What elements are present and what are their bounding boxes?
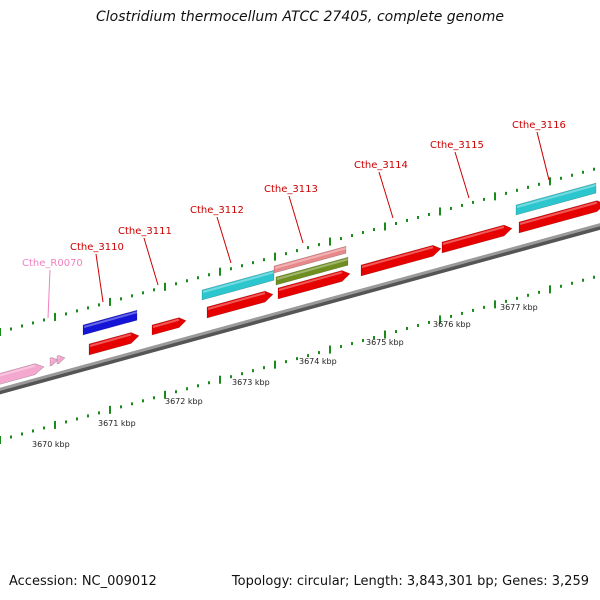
cds-cthe-3112	[206, 290, 274, 319]
cds-cthe-3112-shine	[207, 292, 266, 310]
gene-label: Cthe_3116	[512, 120, 566, 131]
scale-label: 3675 kbp	[366, 338, 404, 347]
cds-cthe-3110	[88, 332, 140, 356]
cds-cthe-3116	[518, 200, 600, 234]
gene-label: Cthe_R0070	[22, 258, 83, 269]
rna-tick-2	[56, 355, 66, 365]
cds-cthe-3111	[151, 317, 187, 336]
gene-leader-line	[288, 195, 304, 244]
rna-feature	[0, 363, 45, 385]
gene-leader-line	[378, 171, 394, 219]
gene-label: Cthe_3110	[70, 242, 124, 253]
cds-cthe-3114	[360, 244, 442, 277]
outer-tick-marks	[0, 167, 595, 336]
scale-label: 3672 kbp	[165, 397, 203, 406]
inner-tick-marks	[0, 275, 595, 444]
map-title: Clostridium thermocellum ATCC 27405, com…	[96, 9, 504, 25]
genome-backbone	[0, 223, 600, 395]
cds-olive-3113-shine	[276, 258, 349, 280]
gene-labels: Cthe_R0070 Cthe_3110 Cthe_3111 Cthe_3112 Cth…	[22, 120, 566, 319]
gene-leader-line	[216, 216, 232, 264]
scale-label: 3677 kbp	[500, 303, 538, 312]
cds-cthe-3111-shine	[152, 318, 180, 328]
accession-label: Accession: NC_009012	[9, 574, 157, 589]
gene-label: Cthe_3111	[118, 226, 172, 237]
cds-cthe-3113-shine	[278, 271, 343, 291]
gene-label: Cthe_3114	[354, 160, 408, 171]
scale-label: 3670 kbp	[32, 440, 70, 449]
rna-tick-1	[49, 357, 59, 367]
gene-leader-line	[143, 237, 159, 286]
cds-blue-3110-shine	[83, 311, 138, 328]
cds-pink-3113	[273, 245, 347, 274]
scale-label: 3676 kbp	[433, 320, 471, 329]
scale-label: 3674 kbp	[299, 357, 337, 366]
genome-stats: Topology: circular; Length: 3,843,301 bp…	[231, 574, 589, 589]
scale-labels: 3670 kbp 3671 kbp 3672 kbp 3673 kbp 3674 kbp…	[32, 303, 538, 449]
rna-tick-2-shine	[57, 356, 60, 359]
gene-leader-line	[454, 151, 470, 199]
gene-leader-line	[536, 131, 550, 181]
cds-pink-3113-shine	[274, 247, 347, 269]
rna-tick-1-shine	[50, 358, 53, 361]
scale-label: 3673 kbp	[232, 378, 270, 387]
features	[0, 182, 600, 385]
scale-label: 3671 kbp	[98, 419, 136, 428]
cds-cthe-3115	[441, 224, 513, 254]
gene-leader-line	[47, 269, 51, 319]
cds-cyan-3116	[515, 182, 597, 216]
gene-label: Cthe_3113	[264, 184, 318, 195]
cds-blue-3110	[82, 309, 138, 336]
rna-feature-shine	[0, 364, 36, 377]
gene-label: Cthe_3115	[430, 140, 484, 151]
gene-leader-line	[95, 253, 104, 303]
cds-cthe-3115-shine	[442, 226, 505, 245]
cds-cyan-3116-shine	[516, 184, 597, 208]
gene-label: Cthe_3112	[190, 205, 244, 216]
cds-cthe-3110-shine	[89, 333, 132, 347]
cds-cthe-3113	[277, 270, 351, 300]
cds-cthe-3114-shine	[361, 246, 434, 268]
cds-olive-3113	[275, 256, 349, 286]
cds-cthe-3116-shine	[519, 201, 598, 225]
cds-cyan-3112	[201, 269, 275, 301]
cds-cyan-3112-shine	[202, 271, 275, 293]
